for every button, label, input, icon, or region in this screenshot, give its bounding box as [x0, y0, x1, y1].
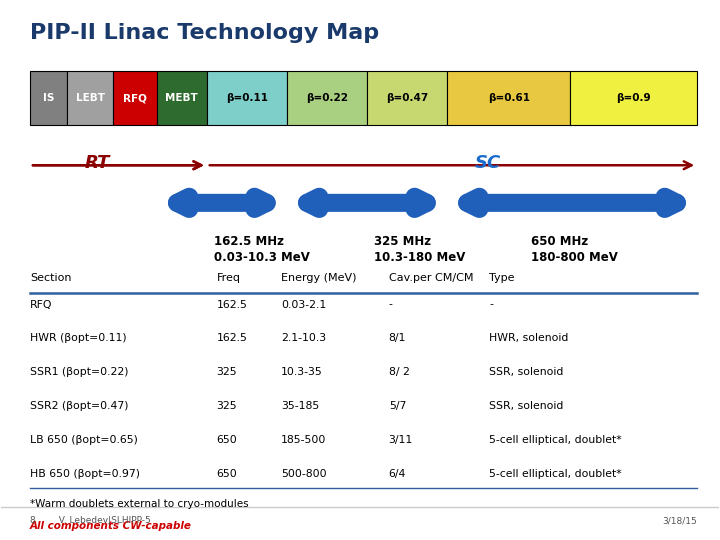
- Text: 8        V. Lebedev|SLHIPP-5: 8 V. Lebedev|SLHIPP-5: [30, 516, 150, 525]
- Text: 325: 325: [217, 367, 237, 377]
- Text: Freq: Freq: [217, 273, 240, 282]
- Text: β=0.9: β=0.9: [616, 93, 651, 103]
- Text: 5-cell elliptical, doublet*: 5-cell elliptical, doublet*: [489, 435, 622, 445]
- Text: *Warm doublets external to cryo-modules: *Warm doublets external to cryo-modules: [30, 500, 248, 509]
- Text: 3/11: 3/11: [389, 435, 413, 445]
- Text: 650: 650: [217, 435, 238, 445]
- Text: Cav.per CM/CM: Cav.per CM/CM: [389, 273, 473, 282]
- Text: 5/7: 5/7: [389, 401, 406, 411]
- Text: 180-800 MeV: 180-800 MeV: [531, 251, 618, 264]
- Text: 35-185: 35-185: [281, 401, 320, 411]
- Text: SC: SC: [474, 153, 501, 172]
- Text: RFQ: RFQ: [123, 93, 147, 103]
- Text: β=0.11: β=0.11: [226, 93, 268, 103]
- FancyBboxPatch shape: [447, 71, 570, 125]
- Text: SSR1 (βopt=0.22): SSR1 (βopt=0.22): [30, 367, 129, 377]
- Text: 3/18/15: 3/18/15: [662, 516, 697, 525]
- Text: 162.5: 162.5: [217, 333, 248, 343]
- Text: 162.5 MHz: 162.5 MHz: [214, 235, 284, 248]
- Text: -: -: [489, 300, 493, 309]
- Text: -: -: [389, 300, 392, 309]
- Text: 650 MHz: 650 MHz: [531, 235, 588, 248]
- FancyBboxPatch shape: [30, 71, 67, 125]
- FancyBboxPatch shape: [207, 71, 287, 125]
- Text: 325: 325: [217, 401, 237, 411]
- Text: IS: IS: [42, 93, 54, 103]
- Text: 0.03-2.1: 0.03-2.1: [281, 300, 326, 309]
- Text: HWR, solenoid: HWR, solenoid: [489, 333, 569, 343]
- Text: RFQ: RFQ: [30, 300, 53, 309]
- Text: LB 650 (βopt=0.65): LB 650 (βopt=0.65): [30, 435, 138, 445]
- Text: β=0.61: β=0.61: [487, 93, 530, 103]
- FancyBboxPatch shape: [367, 71, 447, 125]
- Text: 8/1: 8/1: [389, 333, 406, 343]
- Text: RT: RT: [84, 153, 109, 172]
- Text: 6/4: 6/4: [389, 469, 406, 479]
- Text: PIP-II Linac Technology Map: PIP-II Linac Technology Map: [30, 23, 379, 43]
- FancyBboxPatch shape: [287, 71, 367, 125]
- Text: 5-cell elliptical, doublet*: 5-cell elliptical, doublet*: [489, 469, 622, 479]
- Text: HB 650 (βopt=0.97): HB 650 (βopt=0.97): [30, 469, 140, 479]
- Text: 650: 650: [217, 469, 238, 479]
- Text: 8/ 2: 8/ 2: [389, 367, 410, 377]
- Text: β=0.47: β=0.47: [386, 93, 428, 103]
- Text: 0.03-10.3 MeV: 0.03-10.3 MeV: [214, 251, 310, 264]
- Text: 162.5: 162.5: [217, 300, 248, 309]
- Text: Section: Section: [30, 273, 71, 282]
- FancyBboxPatch shape: [570, 71, 697, 125]
- Text: 325 MHz: 325 MHz: [374, 235, 431, 248]
- Text: MEBT: MEBT: [166, 93, 198, 103]
- Text: All components CW-capable: All components CW-capable: [30, 521, 192, 531]
- FancyBboxPatch shape: [157, 71, 207, 125]
- Text: β=0.22: β=0.22: [306, 93, 348, 103]
- Text: Type: Type: [489, 273, 515, 282]
- Text: SSR2 (βopt=0.47): SSR2 (βopt=0.47): [30, 401, 129, 411]
- Text: 10.3-180 MeV: 10.3-180 MeV: [374, 251, 465, 264]
- Text: 2.1-10.3: 2.1-10.3: [281, 333, 326, 343]
- Text: HWR (βopt=0.11): HWR (βopt=0.11): [30, 333, 127, 343]
- Text: 500-800: 500-800: [281, 469, 327, 479]
- Text: SSR, solenoid: SSR, solenoid: [489, 401, 564, 411]
- Text: LEBT: LEBT: [76, 93, 104, 103]
- FancyBboxPatch shape: [114, 71, 157, 125]
- Text: 185-500: 185-500: [281, 435, 326, 445]
- FancyBboxPatch shape: [67, 71, 114, 125]
- Text: SSR, solenoid: SSR, solenoid: [489, 367, 564, 377]
- Text: Energy (MeV): Energy (MeV): [281, 273, 356, 282]
- Text: 10.3-35: 10.3-35: [281, 367, 323, 377]
